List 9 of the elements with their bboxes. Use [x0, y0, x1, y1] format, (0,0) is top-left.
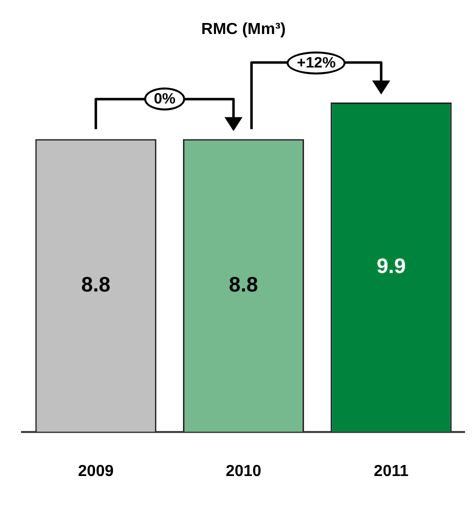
x-tick-label: 2011	[374, 462, 409, 480]
text: +12%	[286, 51, 346, 74]
data-label: 9.9	[376, 254, 406, 278]
chart-title: RMC (Mm³)	[201, 21, 286, 38]
data-label: 8.8	[81, 273, 111, 296]
annotation: 0%	[144, 88, 186, 111]
x-tick-label: 2010	[226, 462, 262, 480]
data-label: 8.8	[228, 273, 258, 296]
x-tick-label: 2009	[78, 462, 114, 480]
